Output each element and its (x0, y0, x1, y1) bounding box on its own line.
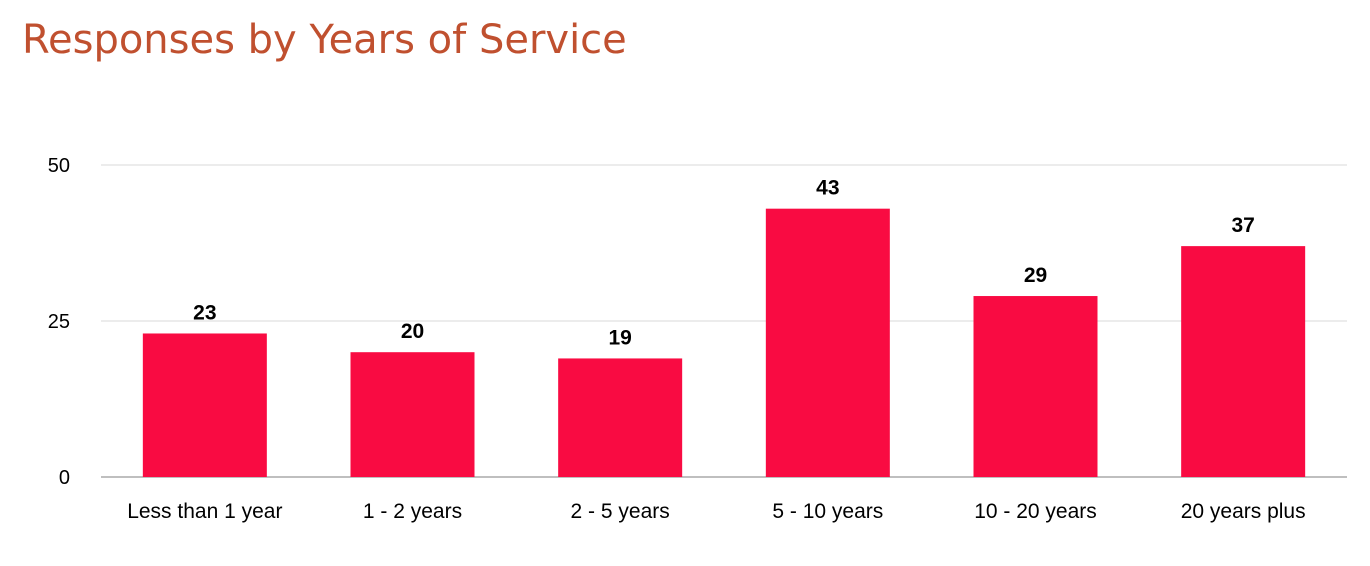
x-tick-label: 20 years plus (1181, 500, 1306, 523)
bar (1181, 246, 1306, 477)
data-label: 29 (1024, 264, 1047, 287)
bar (350, 352, 475, 477)
x-tick-label: 2 - 5 years (571, 500, 670, 523)
gridlines (101, 164, 1347, 478)
page-title: Responses by Years of Service (22, 17, 627, 63)
data-labels: 23 20 19 43 29 37 (193, 177, 1255, 350)
bar (765, 208, 890, 477)
y-tick-label: 50 (48, 155, 70, 177)
y-tick-label: 25 (48, 311, 70, 333)
bars (142, 208, 1306, 477)
y-axis-ticks: 0 25 50 (48, 155, 70, 489)
x-tick-label: 1 - 2 years (363, 500, 462, 523)
bar (142, 333, 267, 477)
data-label: 20 (401, 320, 424, 343)
y-tick-label: 0 (59, 467, 70, 489)
data-label: 37 (1231, 214, 1254, 237)
bar (973, 296, 1098, 477)
x-axis-ticks: Less than 1 year 1 - 2 years 2 - 5 years 5 … (127, 500, 1305, 523)
data-label: 43 (816, 177, 839, 200)
x-tick-label: 5 - 10 years (772, 500, 883, 523)
bar (558, 358, 683, 477)
x-tick-label: Less than 1 year (127, 500, 282, 523)
data-label: 19 (608, 326, 631, 349)
x-tick-label: 10 - 20 years (974, 500, 1097, 523)
data-label: 23 (193, 301, 216, 324)
